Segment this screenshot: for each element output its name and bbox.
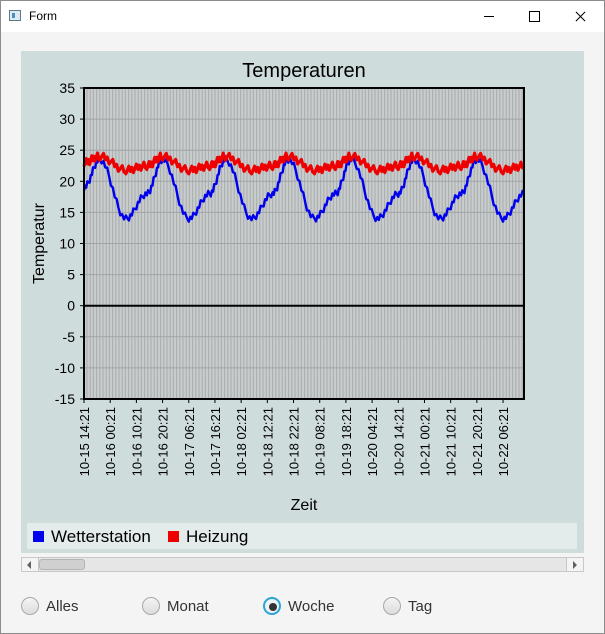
y-tick-label: 15 [59, 204, 75, 220]
x-tick-label: 10-19 08:21 [313, 407, 328, 476]
y-tick-label: 5 [67, 267, 75, 283]
x-tick-label: 10-21 20:21 [470, 407, 485, 476]
series-line-wetterstation [82, 155, 526, 223]
radio-label-woche: Woche [288, 598, 335, 615]
y-tick-label: 30 [59, 111, 75, 127]
radio-label-monat: Monat [167, 598, 209, 615]
series-line-heizung [82, 151, 526, 176]
radio-dot-woche [269, 603, 277, 611]
x-tick-label: 10-17 16:21 [208, 407, 223, 476]
maximize-button[interactable] [511, 1, 557, 32]
radio-circle-monat[interactable] [142, 597, 160, 615]
y-tick-label: 35 [59, 80, 75, 96]
chart-legend: Wetterstation Heizung [27, 523, 577, 549]
y-tick-label: 20 [59, 173, 75, 189]
y-tick-label: -5 [63, 329, 76, 345]
x-tick-label: 10-16 20:21 [156, 407, 171, 476]
title-bar: Form [1, 1, 604, 32]
form-app-icon [9, 10, 21, 21]
x-tick-label: 10-21 10:21 [444, 407, 459, 476]
radio-circle-woche[interactable] [263, 597, 281, 615]
y-tick-label: 25 [59, 142, 75, 158]
x-tick-label: 10-16 00:21 [103, 407, 118, 476]
chart-panel: 35 30 25 20 15 10 5 0 -5 -10 -15 10-15 14:21 10-16 0… [21, 51, 584, 553]
plot-frame [83, 87, 525, 400]
x-tick-label: 10-15 14:21 [77, 407, 92, 476]
y-axis-label: Temperatur [31, 202, 48, 284]
minimize-button[interactable] [466, 1, 512, 32]
chart-title: Temperaturen [242, 60, 365, 82]
x-tick-label: 10-21 00:21 [417, 407, 432, 476]
radio-label-alles: Alles [46, 598, 79, 615]
radio-label-tag: Tag [408, 598, 433, 615]
x-tick-label: 10-20 04:21 [365, 407, 380, 476]
scroll-right-button[interactable] [566, 558, 583, 571]
close-button[interactable] [557, 1, 603, 32]
x-tick-label: 10-17 06:21 [182, 407, 197, 476]
x-tick-label: 10-22 06:21 [496, 407, 511, 476]
x-tick-label: 10-18 02:21 [234, 407, 249, 476]
x-tick-label: 10-20 14:21 [391, 407, 406, 476]
y-tick-label: 10 [59, 236, 75, 252]
y-tick-label: -10 [55, 360, 75, 376]
x-tick-label: 10-18 12:21 [260, 407, 275, 476]
scroll-thumb[interactable] [39, 559, 85, 570]
legend-swatch-wetterstation [33, 531, 44, 542]
radio-circle-alles[interactable] [21, 597, 39, 615]
legend-label-heizung: Heizung [186, 527, 249, 546]
x-axis-label: Zeit [291, 497, 318, 514]
scroll-left-button[interactable] [22, 558, 39, 571]
x-tick-label: 10-16 10:21 [129, 407, 144, 476]
x-tick-label: 10-18 22:21 [287, 407, 302, 476]
radio-circle-tag[interactable] [383, 597, 401, 615]
legend-label-wetterstation: Wetterstation [51, 527, 151, 546]
window-title: Form [29, 9, 57, 23]
x-tick-label: 10-19 18:21 [339, 407, 354, 476]
y-tick-label: -15 [55, 391, 75, 407]
legend-swatch-heizung [168, 531, 179, 542]
horizontal-scrollbar[interactable] [21, 557, 584, 572]
y-tick-label: 0 [67, 298, 75, 314]
